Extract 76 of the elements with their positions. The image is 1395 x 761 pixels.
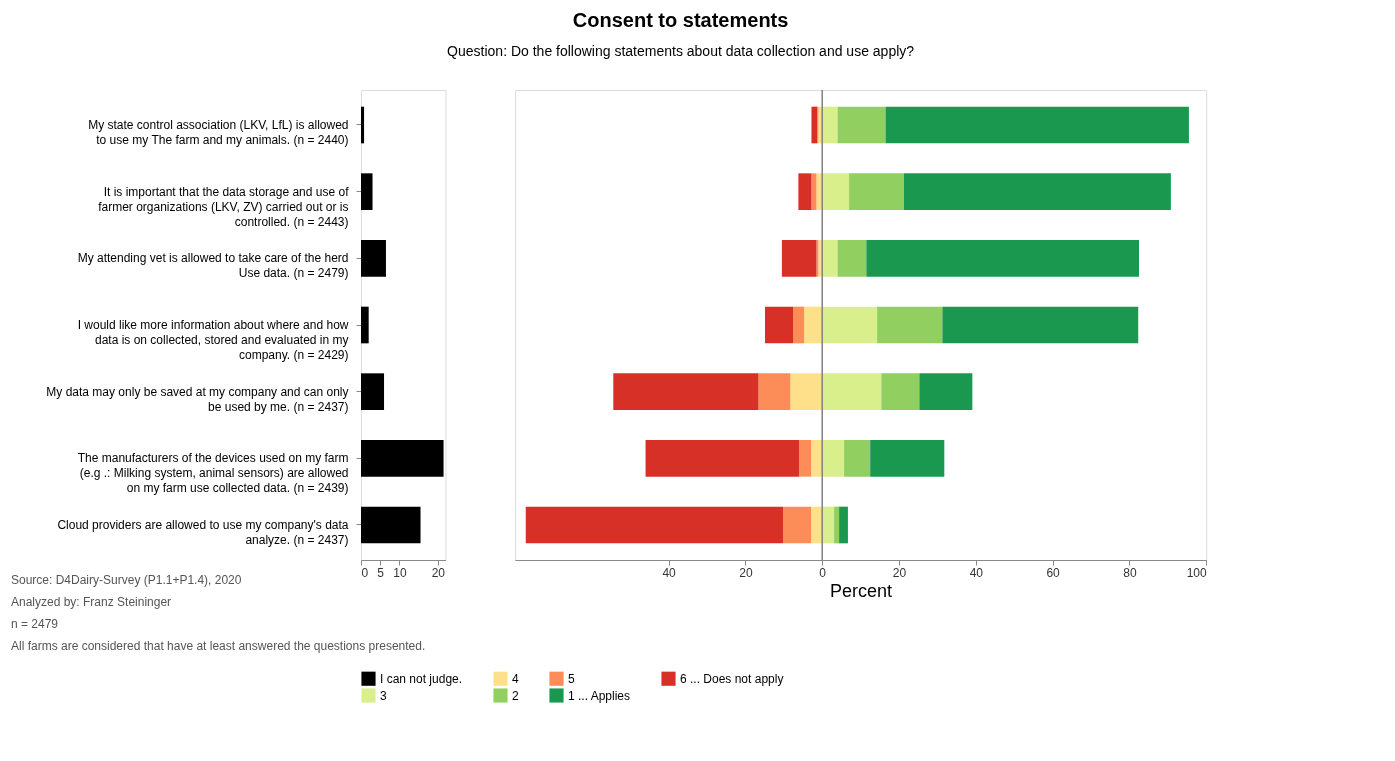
bar: [811, 440, 823, 477]
x-tick-label: 0: [361, 565, 369, 580]
bar: [804, 306, 823, 344]
x-tick-label: 10: [393, 565, 407, 580]
bar: [613, 373, 759, 410]
y-tick-label: My attending vet is allowed to take care of the herd Use data. (n = 2479): [77, 251, 349, 281]
bar: [877, 306, 943, 344]
bar: [361, 373, 385, 410]
bar: [781, 240, 817, 277]
source-note: Source: D4Dairy-Survey (P1.1+P1.4), 2020: [11, 573, 242, 587]
bar: [361, 440, 444, 477]
x-tick-label: 80: [1123, 565, 1137, 580]
x-tick-label: 100: [1186, 565, 1208, 580]
bar: [822, 106, 838, 144]
chart-subtitle: Question: Do the following statements about data collection and use apply?: [447, 43, 915, 60]
x-tick-label: 0: [819, 565, 827, 580]
bar: [849, 173, 904, 210]
bar: [942, 306, 1139, 344]
bar: [866, 240, 1139, 277]
bar: [361, 106, 365, 144]
legend-label: I can not judge.: [380, 671, 463, 686]
y-tick-label: My data may only be saved at my company and can only be used by me. (n = 2437): [46, 384, 349, 414]
bar: [811, 106, 818, 144]
bar: [903, 173, 1171, 210]
bar: [822, 306, 878, 344]
legend-label: 2: [512, 688, 519, 703]
x-axis-title: Percent: [830, 580, 893, 601]
bar: [645, 440, 800, 477]
y-tick-label: The manufacturers of the devices used on my farm (e.g .: Milking system, animal sensors) are allowed on my farm use collected data. (n = 2439): [77, 451, 349, 496]
x-tick-label: 20: [739, 565, 753, 580]
bar: [525, 506, 784, 544]
bar: [822, 173, 850, 210]
bar: [811, 173, 817, 210]
bar: [790, 373, 823, 410]
text: All farms are considered that have at least answered the questions presented.: [11, 639, 426, 653]
text: Analyzed by: Franz Steininger: [11, 595, 172, 609]
bar: [839, 506, 848, 544]
x-tick-label: 40: [662, 565, 677, 580]
bar: [798, 173, 812, 210]
y-tick-label: It is important that the data storage and use of farmer organizations (LKV, ZV) carried out or is controlled. (n = 2443): [98, 184, 350, 229]
chart-title: Consent to statements: [572, 9, 789, 32]
y-tick-label: My state control association (LKV, LfL) is allowed to use my The farm and my animals. (n = 2440): [88, 118, 349, 147]
bar: [822, 373, 882, 410]
x-tick-label: 60: [1046, 565, 1061, 580]
x-tick-label: 40: [969, 565, 984, 580]
bar: [764, 306, 794, 344]
bar: [834, 506, 840, 544]
bar: [919, 373, 973, 410]
bar: [837, 240, 867, 277]
text: n = 2479: [11, 617, 59, 631]
bar: [361, 506, 421, 544]
bar: [822, 440, 845, 477]
bar: [799, 440, 812, 477]
bar: [758, 373, 791, 410]
legend-label: 1 ... Applies: [568, 688, 631, 703]
x-tick-label: 20: [892, 565, 907, 580]
legend-label: 6 ... Does not apply: [680, 671, 784, 686]
bar: [885, 106, 1189, 144]
legend-label: 5: [568, 671, 575, 686]
bar: [837, 106, 886, 144]
x-tick-label: 20: [431, 565, 446, 580]
bar: [793, 306, 805, 344]
legend-label: 4: [512, 671, 519, 686]
bar: [844, 440, 871, 477]
bar: [822, 506, 835, 544]
bar: [783, 506, 812, 544]
y-tick-label: I would like more information about where and how data is on collected, stored and evaluated in my company. (n = 2429): [77, 318, 349, 362]
bar: [870, 440, 945, 477]
legend-label: 3: [380, 688, 387, 703]
bar: [822, 240, 838, 277]
bar: [361, 306, 369, 344]
bar: [361, 173, 373, 210]
bar: [361, 240, 386, 277]
y-tick-label: Cloud providers are allowed to use my company's data analyze. (n = 2437): [57, 518, 349, 547]
bar: [881, 373, 920, 410]
x-tick-label: 5: [377, 565, 385, 580]
